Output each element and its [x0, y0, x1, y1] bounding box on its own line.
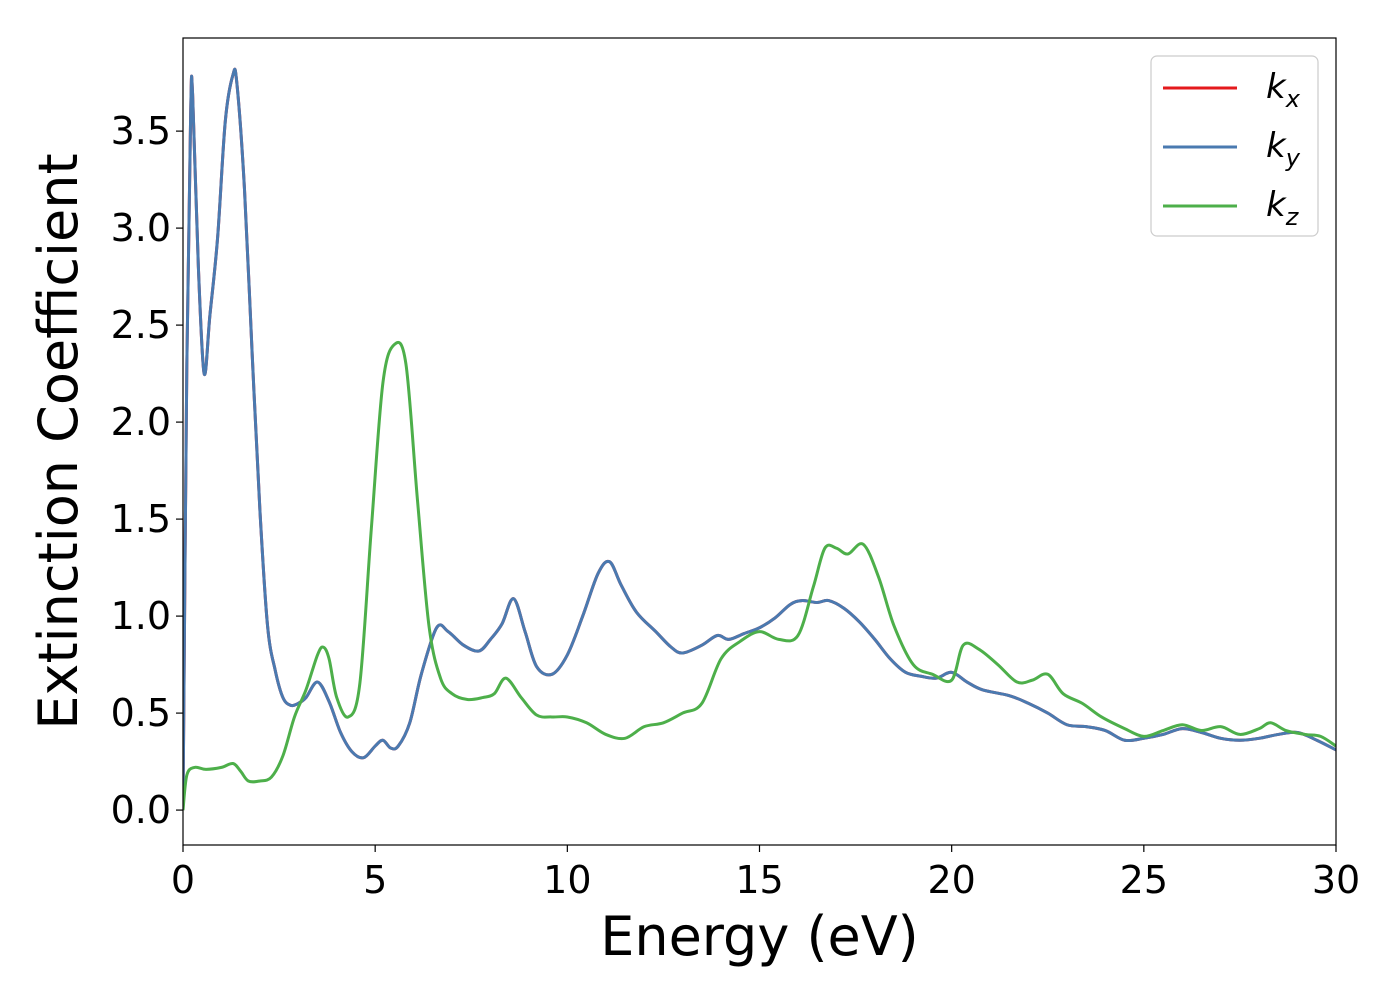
x-tick-label: 20: [927, 858, 975, 902]
x-tick-label: 25: [1120, 858, 1168, 902]
y-tick-label: 3.5: [111, 109, 171, 153]
x-tick-label: 5: [363, 858, 387, 902]
legend-label-subscript: y: [1285, 144, 1301, 172]
x-axis-title: Energy (eV): [600, 905, 919, 968]
tick-layer: 0 5 10 15 20 25 30 0.0 0.5 1.0 1.5 2.0 2.5 3.0 3.5: [111, 109, 1361, 902]
y-tick-label: 1.5: [111, 497, 171, 541]
legend-label-main: k: [1266, 67, 1287, 107]
x-tick-label: 10: [543, 858, 591, 902]
y-axis-title: Extinction Coefficient: [27, 153, 90, 729]
legend-label: ky: [1266, 126, 1301, 172]
y-tick-label: 3.0: [111, 206, 171, 250]
legend-label: kz: [1266, 185, 1300, 231]
x-tick-label: 0: [171, 858, 195, 902]
series-line-k-y: [183, 67, 1336, 811]
legend-label: kx: [1266, 67, 1301, 113]
y-tick-label: 2.0: [111, 400, 171, 444]
series-layer: [183, 67, 1336, 811]
legend-label-subscript: z: [1285, 203, 1300, 231]
y-tick-label: 0.5: [111, 691, 171, 735]
series-line-k-z: [183, 340, 1336, 811]
y-tick-label: 2.5: [111, 303, 171, 347]
x-tick-label: 30: [1312, 858, 1360, 902]
plot-frame: [182, 37, 1337, 846]
legend-label-main: k: [1266, 185, 1287, 225]
y-tick-label: 1.0: [111, 594, 171, 638]
x-tick-label: 15: [735, 858, 783, 902]
legend-label-main: k: [1266, 126, 1287, 166]
legend-label-subscript: x: [1285, 85, 1301, 113]
y-tick-label: 0.0: [111, 788, 171, 832]
